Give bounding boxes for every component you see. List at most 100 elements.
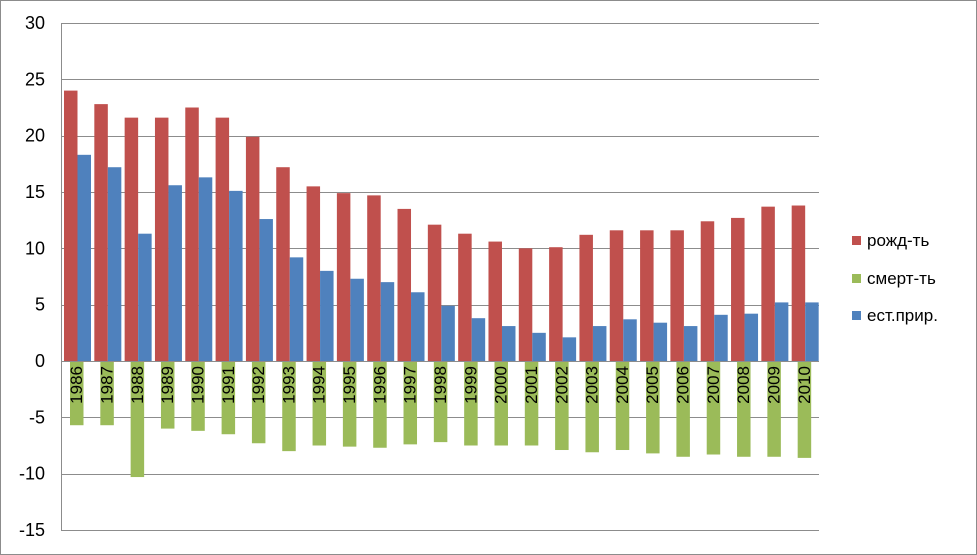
bar-ест.прир.-1996 <box>380 282 395 361</box>
bar-ест.прир.-1999 <box>471 318 486 361</box>
bar-ест.прир.-1995 <box>350 278 364 361</box>
bar-смерт-ть-1990 <box>191 361 205 431</box>
x-tick-label: 2010 <box>795 366 814 404</box>
legend-swatch <box>852 311 861 320</box>
y-tick-label: 30 <box>25 13 45 33</box>
bar-ест.прир.-2002 <box>562 337 577 361</box>
bar-рожд-ть-1995 <box>336 193 351 361</box>
bar-рожд-ть-1998 <box>427 224 442 361</box>
bar-рожд-ть-2007 <box>700 221 715 361</box>
bar-рожд-ть-2010 <box>791 205 806 361</box>
x-tick-label: 1992 <box>249 366 268 404</box>
bar-ест.прир.-2000 <box>501 326 516 361</box>
x-tick-label: 2009 <box>765 366 784 404</box>
bar-смерт-ть-1999 <box>464 361 478 446</box>
bar-ест.прир.-1988 <box>138 233 152 361</box>
y-tick-label: -5 <box>29 407 45 427</box>
x-tick-label: 1986 <box>67 366 86 404</box>
bar-смерт-ть-1986 <box>70 361 84 426</box>
x-tick-label: 1993 <box>279 366 298 404</box>
bar-рожд-ть-2005 <box>640 230 654 361</box>
x-tick-label: 1991 <box>219 366 238 404</box>
bar-ест.прир.-1989 <box>168 185 182 361</box>
bar-смерт-ть-1988 <box>130 361 145 478</box>
bar-ест.прир.-1990 <box>198 177 213 361</box>
bar-рожд-ть-1996 <box>367 195 381 361</box>
y-tick-label: 15 <box>25 182 45 202</box>
bar-смерт-ть-2002 <box>555 361 569 451</box>
bar-ест.прир.-2009 <box>774 302 789 361</box>
bar-ест.прир.-1998 <box>441 305 455 361</box>
bar-смерт-ть-2003 <box>585 361 599 453</box>
bar-смерт-ть-1992 <box>251 361 266 444</box>
bar-рожд-ть-2002 <box>549 247 563 361</box>
x-tick-label: 2001 <box>522 366 541 404</box>
bar-ест.прир.-2006 <box>683 326 698 361</box>
bar-смерт-ть-2009 <box>767 361 781 457</box>
bar-смерт-ть-2004 <box>615 361 630 451</box>
x-tick-label: 2004 <box>613 366 632 404</box>
bar-рожд-ть-2008 <box>731 217 745 361</box>
bar-рожд-ть-1994 <box>306 186 321 361</box>
bar-смерт-ть-2010 <box>797 361 812 458</box>
bar-рожд-ть-1991 <box>215 117 230 361</box>
y-tick-label: 5 <box>35 295 45 315</box>
bar-рожд-ть-1999 <box>458 233 472 361</box>
x-tick-label: 2002 <box>552 366 571 404</box>
bar-смерт-ть-2005 <box>646 361 660 454</box>
legend-swatch <box>852 236 861 245</box>
x-tick-label: 2007 <box>704 366 723 404</box>
bar-ест.прир.-1987 <box>107 167 122 361</box>
x-tick-label: 2005 <box>643 366 662 404</box>
bar-смерт-ть-1997 <box>403 361 418 445</box>
bar-смерт-ть-2001 <box>524 361 539 446</box>
bar-смерт-ть-1991 <box>221 361 236 435</box>
bar-рожд-ть-2003 <box>579 234 593 361</box>
x-tick-label: 1997 <box>401 366 420 404</box>
tick-labels: 30 25 20 15 10 5 0 -5 -10 -15 1986 1987 1988 1989 1990… <box>19 13 814 540</box>
bar-ест.прир.-2007 <box>714 314 728 361</box>
bar-рожд-ть-1989 <box>154 117 169 361</box>
bar-рожд-ть-1987 <box>94 104 108 362</box>
bar-рожд-ть-2004 <box>609 230 624 361</box>
y-tick-label: -15 <box>19 520 45 540</box>
bar-рожд-ть-1997 <box>397 208 412 361</box>
x-tick-label: 1998 <box>431 366 450 404</box>
legend-label: ест.прир. <box>867 306 938 325</box>
x-tick-label: 2008 <box>734 366 753 404</box>
x-tick-label: 1989 <box>158 366 177 404</box>
bar-смерт-ть-1994 <box>312 361 327 446</box>
bar-рожд-ть-1988 <box>124 117 139 361</box>
x-tick-label: 1994 <box>310 366 329 404</box>
legend-label: смерт-ть <box>867 269 936 288</box>
x-tick-label: 1996 <box>370 366 389 404</box>
x-tick-label: 2000 <box>492 366 511 404</box>
bar-ест.прир.-1994 <box>320 270 334 361</box>
bar-рожд-ть-1990 <box>185 107 199 361</box>
legend: рожд-ть смерт-ть ест.прир. <box>852 231 938 325</box>
bar-рожд-ть-2000 <box>488 241 502 361</box>
bar-смерт-ть-2000 <box>494 361 508 446</box>
bar-ест.прир.-2010 <box>805 302 819 361</box>
x-tick-label: 1987 <box>97 366 116 404</box>
bars <box>64 90 819 478</box>
y-tick-label: 25 <box>25 69 45 89</box>
x-tick-label: 1990 <box>188 366 207 404</box>
bar-рожд-ть-1993 <box>276 167 290 361</box>
bar-ест.прир.-2003 <box>592 326 607 361</box>
bar-рожд-ть-2009 <box>761 206 775 361</box>
bar-ест.прир.-2001 <box>532 332 546 361</box>
x-tick-label: 2006 <box>674 366 693 404</box>
x-tick-label: 1988 <box>128 366 147 404</box>
bar-ест.прир.-1992 <box>259 219 273 361</box>
bar-смерт-ть-1998 <box>433 361 448 443</box>
bar-смерт-ть-1987 <box>100 361 114 426</box>
bar-рожд-ть-1992 <box>245 136 260 361</box>
y-tick-label: 20 <box>25 126 45 146</box>
bar-рожд-ть-1986 <box>64 90 78 361</box>
bar-рожд-ть-2001 <box>518 248 533 361</box>
bar-смерт-ть-1995 <box>342 361 357 447</box>
x-tick-label: 2003 <box>583 366 602 404</box>
bar-смерт-ть-1989 <box>160 361 175 429</box>
